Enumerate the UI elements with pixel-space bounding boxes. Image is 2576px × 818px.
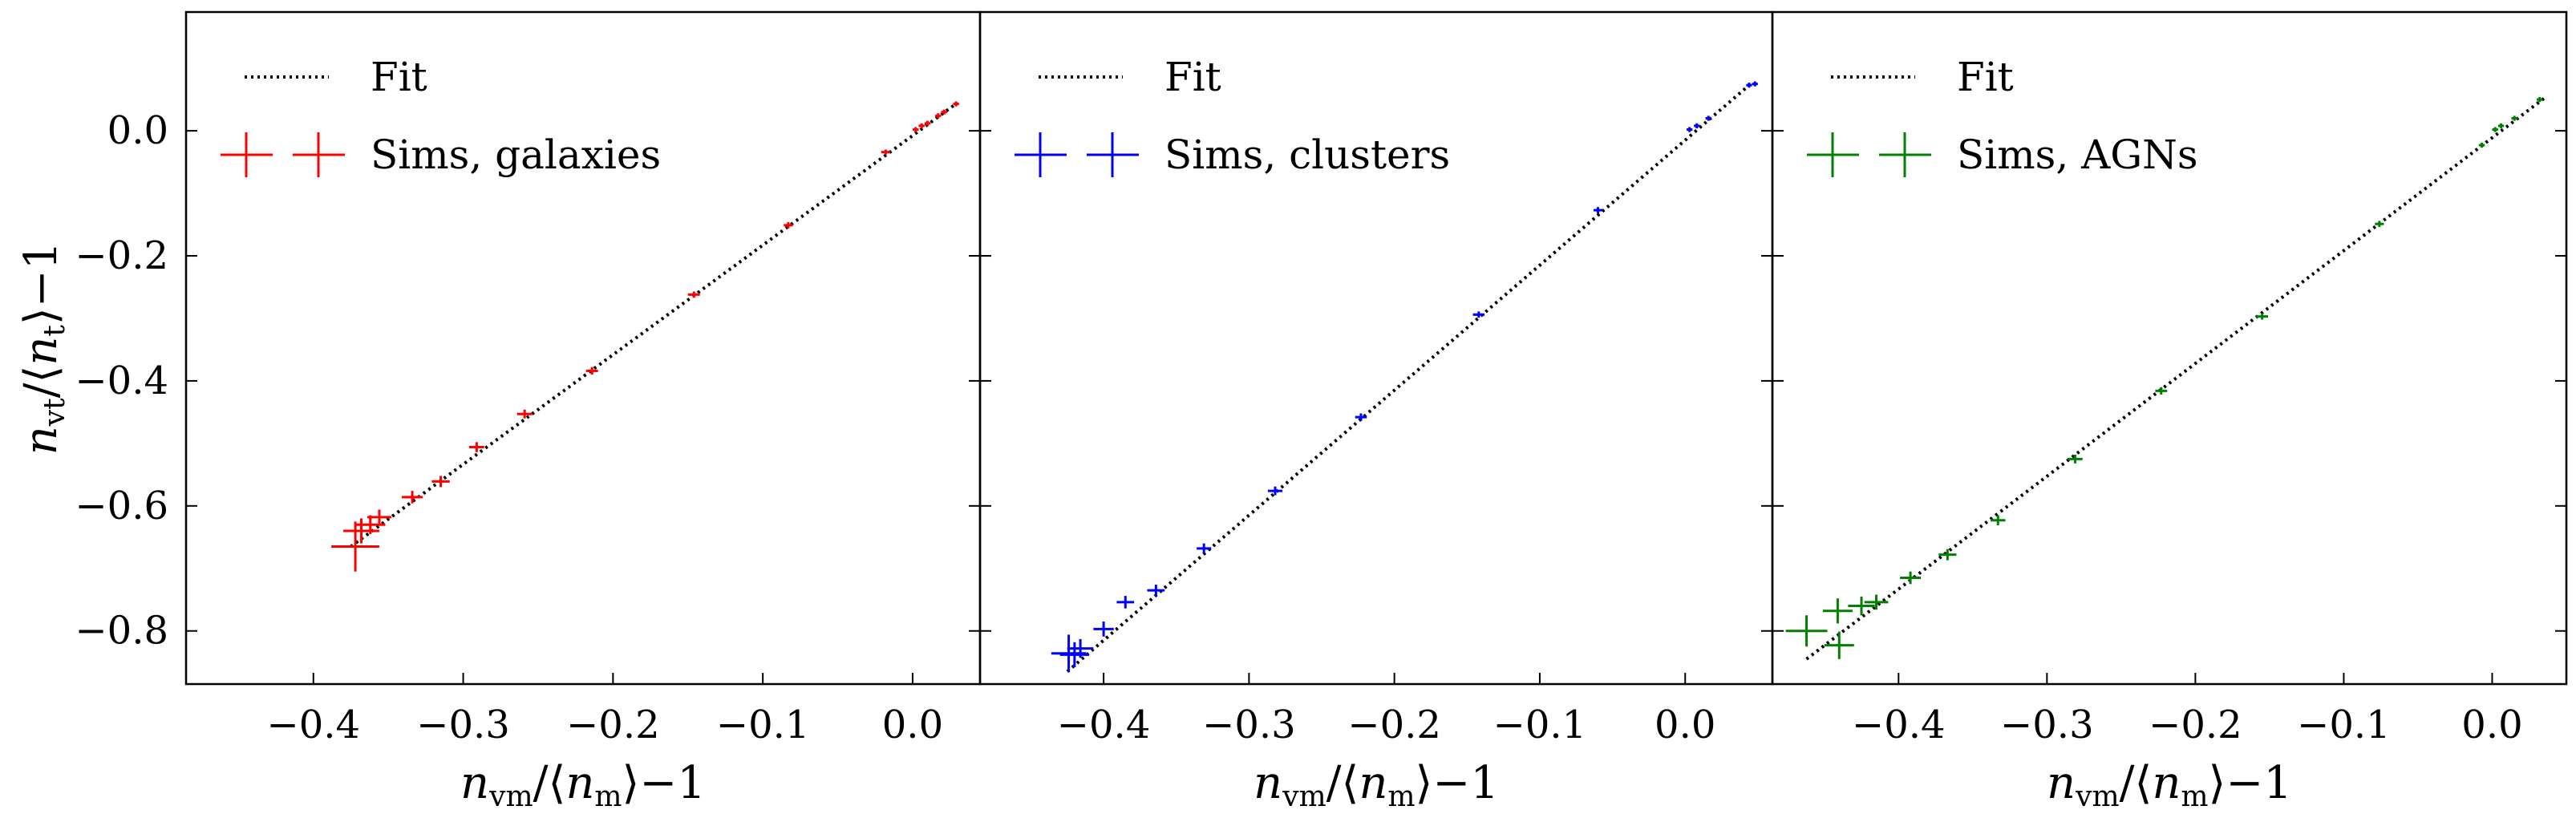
data-point bbox=[1594, 207, 1602, 214]
panel-frame bbox=[1771, 10, 2568, 686]
x-tick-label: −0.4 bbox=[1852, 703, 1946, 747]
legend-sims-swatch bbox=[1015, 132, 1139, 177]
legend-fit-label: Fit bbox=[1164, 54, 1221, 100]
data-point bbox=[2492, 127, 2498, 132]
y-tick-label: 0.0 bbox=[107, 108, 168, 153]
legend-fit-label: Fit bbox=[371, 54, 427, 100]
data-point bbox=[2511, 115, 2517, 121]
data-point bbox=[953, 101, 959, 107]
data-point bbox=[784, 221, 793, 229]
legend-fit-label: Fit bbox=[1957, 54, 2014, 100]
data-point bbox=[1746, 83, 1752, 88]
data-point bbox=[1694, 123, 1700, 128]
data-point bbox=[516, 409, 533, 419]
x-axis-label: nvm/⟨nm⟩−1 bbox=[1254, 757, 1499, 813]
y-tick-label: −0.4 bbox=[75, 358, 168, 403]
data-point bbox=[934, 113, 942, 119]
data-point bbox=[1472, 311, 1485, 318]
x-tick-labels: −0.4 −0.3 −0.2 −0.1 0.0 bbox=[266, 703, 943, 747]
x-tick-label: −0.2 bbox=[1347, 703, 1441, 747]
data-point bbox=[401, 491, 423, 504]
data-point bbox=[1824, 631, 1854, 659]
legend-sims-label: Sims, galaxies bbox=[371, 132, 661, 178]
data-point bbox=[1147, 585, 1165, 597]
y-axis-label: nvt/⟨nt⟩−1 bbox=[15, 241, 71, 456]
data-point bbox=[918, 123, 925, 128]
data-point bbox=[1355, 413, 1367, 421]
data-point bbox=[1705, 115, 1711, 121]
data-point bbox=[1822, 598, 1853, 624]
x-tick-label: −0.1 bbox=[1493, 703, 1587, 747]
x-tick-label: −0.3 bbox=[1202, 703, 1296, 747]
data-point bbox=[431, 476, 450, 488]
data-point bbox=[1687, 127, 1693, 132]
data-point bbox=[1785, 615, 1828, 647]
data-point bbox=[2536, 97, 2543, 103]
panel-frame bbox=[184, 10, 982, 686]
legend-sims-swatch bbox=[1807, 132, 1931, 177]
data-point bbox=[1116, 596, 1135, 609]
data-point bbox=[367, 509, 391, 525]
x-tick-label: −0.1 bbox=[2297, 703, 2391, 747]
x-tick-labels: −0.4 −0.3 −0.2 −0.1 0.0 bbox=[1057, 703, 1716, 747]
data-point bbox=[941, 109, 947, 115]
data-point bbox=[2155, 387, 2168, 395]
y-tick-label: −0.6 bbox=[75, 484, 168, 528]
x-tick-label: −0.3 bbox=[2000, 703, 2094, 747]
y-tick-labels: −0.8 −0.6 −0.4 −0.2 0.0 bbox=[75, 108, 168, 654]
legend-sims-swatch bbox=[221, 132, 345, 177]
data-point bbox=[469, 442, 484, 452]
legend: Fit Sims, clusters bbox=[1015, 54, 1450, 178]
data-point bbox=[585, 366, 598, 375]
data-point bbox=[1093, 622, 1114, 637]
data-point bbox=[2478, 142, 2485, 148]
data-point bbox=[1267, 486, 1283, 496]
x-tick-label: −0.3 bbox=[416, 703, 510, 747]
data-point bbox=[343, 518, 379, 544]
x-tick-label: −0.4 bbox=[1057, 703, 1151, 747]
data-point bbox=[881, 149, 890, 155]
x-tick-label: −0.1 bbox=[716, 703, 810, 747]
legend: Fit Sims, AGNs bbox=[1807, 54, 2198, 178]
x-axis-label: nvm/⟨nm⟩−1 bbox=[2047, 757, 2292, 813]
data-point bbox=[2375, 221, 2384, 228]
x-tick-label: 0.0 bbox=[2461, 703, 2522, 747]
panel-galaxies: −0.8 −0.6 −0.4 −0.2 0.0 −0.4 −0.3 −0.2 −… bbox=[75, 10, 982, 813]
x-axis-label: nvm/⟨nm⟩−1 bbox=[460, 757, 706, 813]
data-point bbox=[1991, 515, 2006, 525]
fit-line bbox=[1066, 83, 1752, 673]
y-tick-label: −0.8 bbox=[75, 609, 168, 654]
x-tick-label: −0.4 bbox=[266, 703, 360, 747]
legend: Fit Sims, galaxies bbox=[221, 54, 661, 178]
panel-clusters: −0.4 −0.3 −0.2 −0.1 0.0 Fit Sims, cluste… bbox=[978, 10, 1774, 813]
legend-sims-label: Sims, AGNs bbox=[1957, 132, 2198, 178]
data-point bbox=[1059, 642, 1089, 667]
x-tick-label: 0.0 bbox=[882, 703, 943, 747]
data-point bbox=[924, 120, 931, 126]
x-tick-label: −0.2 bbox=[566, 703, 660, 747]
data-point bbox=[1938, 549, 1957, 561]
x-tick-label: −0.2 bbox=[2149, 703, 2242, 747]
data-point bbox=[2068, 454, 2083, 464]
data-point bbox=[1067, 638, 1094, 658]
data-point bbox=[912, 127, 919, 132]
data-point bbox=[2256, 313, 2269, 320]
fit-line bbox=[1805, 96, 2546, 661]
data-point bbox=[2497, 123, 2505, 128]
data-point bbox=[687, 291, 700, 298]
panel-agns: −0.4 −0.3 −0.2 −0.1 0.0 Fit Sims, AGNs n… bbox=[1771, 10, 2568, 813]
data-point bbox=[1864, 594, 1889, 610]
data-point bbox=[1848, 596, 1875, 616]
legend-sims-label: Sims, clusters bbox=[1164, 132, 1450, 178]
x-tick-label: 0.0 bbox=[1655, 703, 1715, 747]
data-point bbox=[1900, 571, 1922, 585]
data-point bbox=[1197, 543, 1212, 554]
panel-frame bbox=[978, 10, 1774, 686]
y-tick-label: −0.2 bbox=[75, 233, 168, 278]
x-tick-labels: −0.4 −0.3 −0.2 −0.1 0.0 bbox=[1852, 703, 2523, 747]
data-point bbox=[1752, 81, 1758, 87]
